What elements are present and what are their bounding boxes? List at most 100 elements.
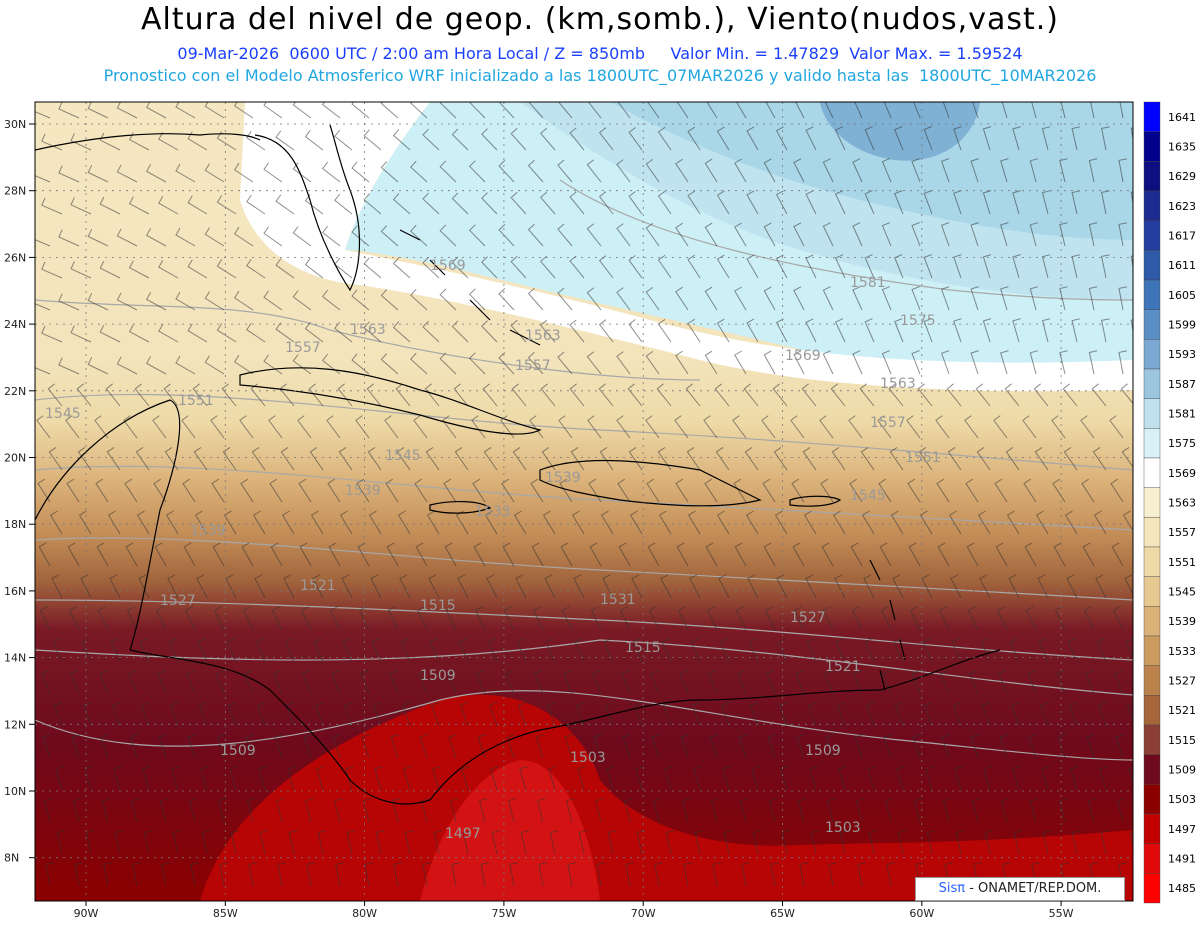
wind-barb bbox=[155, 606, 167, 631]
wind-barb bbox=[321, 102, 341, 119]
wind-barb bbox=[343, 702, 353, 727]
wind-barb bbox=[1088, 286, 1098, 311]
wind-barb bbox=[675, 158, 689, 183]
contour-value-label: 1539 bbox=[545, 470, 581, 486]
wind-barb bbox=[453, 383, 469, 407]
wind-barb bbox=[298, 478, 312, 503]
florida-coast bbox=[254, 124, 361, 292]
wind-barb bbox=[87, 102, 109, 119]
wind-barb bbox=[210, 415, 225, 439]
wind-barb bbox=[246, 194, 266, 215]
wind-barb bbox=[158, 195, 179, 215]
wind-barb bbox=[548, 766, 557, 791]
wind-barb bbox=[544, 574, 556, 599]
wind-barb bbox=[716, 190, 730, 215]
wind-barb bbox=[708, 670, 718, 695]
wind-barb bbox=[955, 830, 965, 855]
wind-barb bbox=[128, 324, 150, 343]
wind-barb bbox=[965, 478, 979, 503]
wind-barb bbox=[94, 415, 109, 439]
wind-barb bbox=[681, 798, 691, 823]
wind-barb bbox=[346, 830, 356, 855]
wind-barb bbox=[159, 798, 169, 823]
colorbar-swatch bbox=[1143, 368, 1161, 399]
wind-barb bbox=[41, 670, 51, 695]
wind-barb bbox=[433, 830, 443, 855]
colorbar-label: 1587 bbox=[1168, 378, 1196, 391]
wind-barb bbox=[628, 191, 643, 215]
wind-barb bbox=[49, 510, 63, 535]
wind-barb bbox=[246, 130, 266, 151]
wind-barb bbox=[1037, 574, 1049, 599]
wind-barb bbox=[106, 446, 121, 471]
wind-barb bbox=[308, 383, 324, 407]
wind-barb bbox=[316, 766, 325, 791]
wind-barb bbox=[743, 383, 759, 407]
wind-barb bbox=[967, 606, 979, 631]
wind-barb bbox=[651, 734, 660, 759]
wind-barb bbox=[451, 320, 469, 343]
wind-barb bbox=[116, 356, 138, 375]
wind-barb bbox=[888, 383, 904, 407]
contour-value-label: 1527 bbox=[160, 593, 196, 609]
wind-barb bbox=[976, 446, 991, 471]
colorbar-swatch bbox=[1143, 487, 1161, 518]
wind-barb bbox=[947, 446, 962, 471]
wind-barb bbox=[99, 324, 121, 343]
lat-label: 16N bbox=[4, 585, 26, 598]
wind-barb bbox=[805, 254, 817, 279]
wind-barb bbox=[221, 383, 237, 407]
wind-barb bbox=[321, 289, 341, 311]
wind-barb bbox=[222, 446, 237, 471]
wind-barb bbox=[38, 542, 51, 567]
wind-barb bbox=[749, 702, 759, 727]
wind-barb bbox=[153, 478, 167, 503]
wind-barb bbox=[822, 606, 834, 631]
wind-barb bbox=[304, 258, 324, 279]
wind-barb bbox=[87, 164, 109, 183]
wind-barb bbox=[158, 259, 179, 279]
wind-barb bbox=[414, 478, 428, 503]
wind-barb bbox=[793, 222, 805, 247]
colorbar-swatch bbox=[1143, 784, 1161, 815]
wind-barb bbox=[665, 830, 675, 855]
wind-barb bbox=[852, 222, 863, 247]
wind-barb bbox=[737, 670, 747, 695]
wind-barb bbox=[747, 574, 759, 599]
wind-barb bbox=[886, 862, 895, 887]
wind-barb bbox=[292, 226, 312, 247]
wind-barb bbox=[146, 164, 167, 183]
wind-barb bbox=[41, 197, 63, 215]
wind-barb bbox=[52, 638, 63, 663]
wind-barb bbox=[741, 862, 750, 887]
wind-barb bbox=[838, 766, 847, 791]
wind-barb bbox=[387, 606, 399, 631]
wind-barb bbox=[481, 256, 498, 279]
colorbar-swatch bbox=[1143, 635, 1161, 666]
wind-barb bbox=[300, 606, 312, 631]
wind-barb bbox=[654, 862, 663, 887]
wind-barb bbox=[661, 638, 672, 663]
wind-barb bbox=[801, 383, 817, 407]
wind-barb bbox=[372, 702, 382, 727]
wind-barb bbox=[273, 670, 283, 695]
lon-label: 60W bbox=[909, 907, 934, 920]
lon-label: 70W bbox=[631, 907, 656, 920]
wind-barb bbox=[598, 191, 614, 215]
wind-barb bbox=[517, 702, 527, 727]
wind-barb bbox=[807, 702, 817, 727]
wind-barb bbox=[894, 318, 904, 343]
contour-value-label: 1521 bbox=[825, 659, 861, 675]
wind-barb bbox=[270, 542, 283, 567]
wind-barb bbox=[397, 510, 411, 535]
wind-barb bbox=[979, 574, 991, 599]
wind-barb bbox=[936, 478, 950, 503]
wind-barb bbox=[1097, 702, 1107, 727]
wind-barb bbox=[687, 126, 701, 151]
wind-barb bbox=[559, 478, 573, 503]
wind-barb bbox=[883, 102, 892, 119]
wind-barb bbox=[204, 227, 225, 247]
wind-barb bbox=[216, 734, 225, 759]
wind-barb bbox=[940, 670, 950, 695]
wind-barb bbox=[158, 131, 179, 151]
